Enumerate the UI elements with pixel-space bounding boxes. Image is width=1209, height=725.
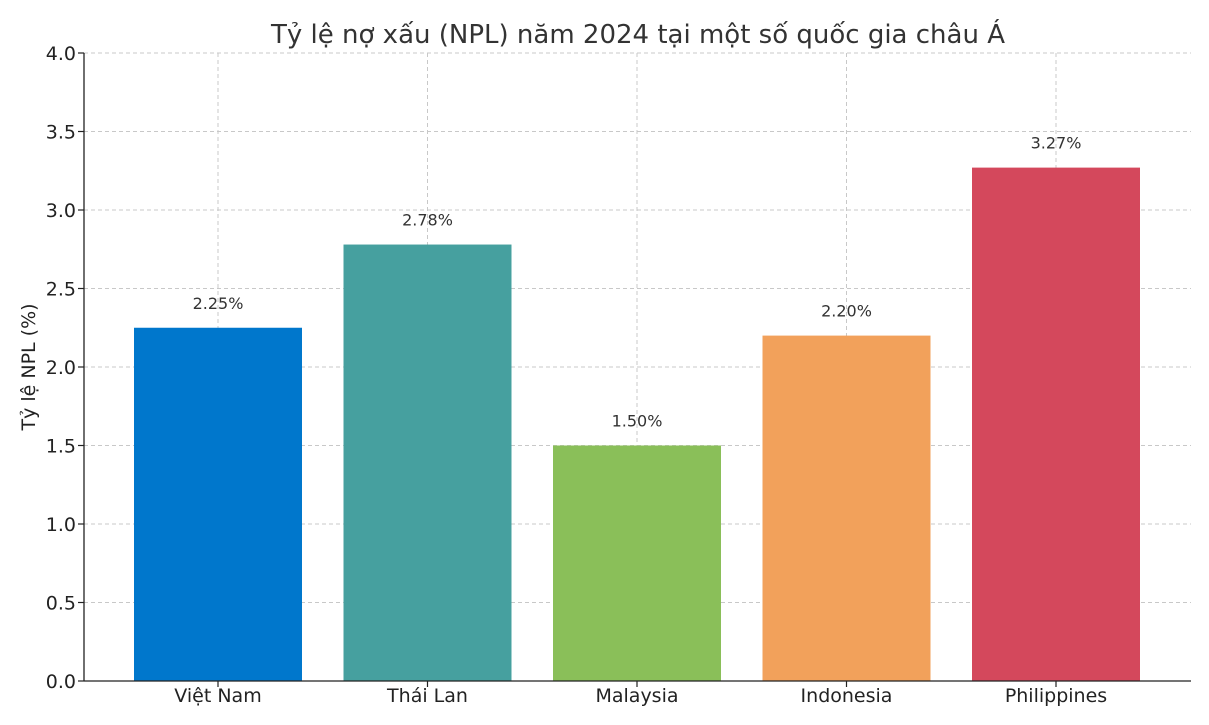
y-axis-label: Tỷ lệ NPL (%): [18, 303, 40, 431]
data-label: 2.20%: [821, 302, 872, 321]
y-tick-label: 0.0: [46, 671, 76, 693]
y-tick-label: 1.5: [46, 436, 76, 458]
bar: [553, 445, 721, 681]
bar: [762, 335, 931, 681]
x-tick-label: Indonesia: [801, 685, 893, 707]
data-label: 3.27%: [1031, 134, 1082, 153]
y-tick-label: 2.0: [46, 357, 76, 379]
y-tick-label: 0.5: [46, 593, 76, 615]
y-tick-label: 1.0: [46, 514, 76, 536]
y-tick-label: 3.0: [46, 200, 76, 222]
bar: [343, 244, 512, 682]
data-label: 2.78%: [402, 211, 453, 230]
x-tick-label: Thái Lan: [386, 685, 468, 707]
y-tick-label: 2.5: [46, 279, 76, 301]
y-tick-label: 4.0: [46, 43, 76, 65]
data-labels: 2.25% 2.78% 1.50% 2.20% 3.27%: [193, 134, 1082, 431]
tick-labels: 0.0 0.5 1.0 1.5 2.0 2.5 3.0 3.5 4.0 Việt Nam Thái …: [46, 43, 1107, 707]
chart-title: Tỷ lệ nợ xấu (NPL) năm 2024 tại một số q…: [270, 18, 1005, 50]
x-tick-label: Việt Nam: [174, 685, 261, 707]
bar: [134, 327, 302, 681]
axes: [78, 52, 1191, 687]
bar: [972, 167, 1140, 682]
data-label: 1.50%: [612, 412, 663, 431]
x-tick-label: Malaysia: [595, 685, 678, 707]
y-tick-label: 3.5: [46, 122, 76, 144]
data-label: 2.25%: [193, 294, 244, 313]
bars: [134, 167, 1140, 682]
x-tick-label: Philippines: [1005, 685, 1107, 707]
